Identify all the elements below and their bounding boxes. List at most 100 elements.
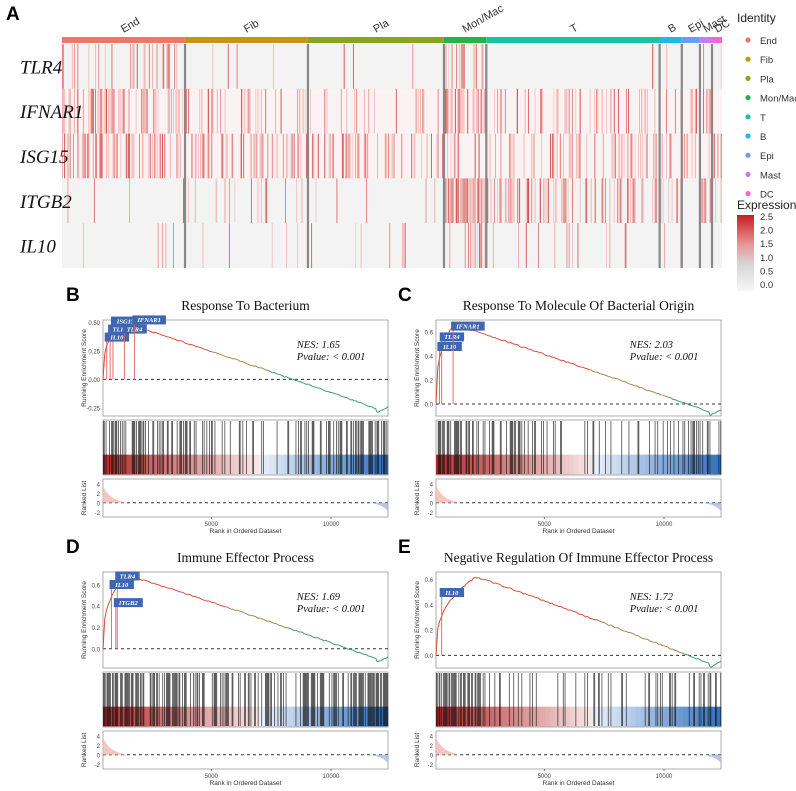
rank-heat-segment bbox=[588, 455, 593, 475]
heatmap-cell-line bbox=[474, 44, 475, 89]
es-tick-label: 0.2 bbox=[425, 629, 434, 635]
cluster-label: Mon/Mac bbox=[461, 2, 507, 35]
barcode-hit bbox=[126, 673, 127, 726]
heatmap-cell-line bbox=[627, 134, 628, 179]
rank-heat-segment bbox=[488, 455, 493, 475]
barcode-hit bbox=[353, 421, 354, 474]
heatmap-cell-line bbox=[445, 89, 446, 134]
heatmap-cell-line bbox=[640, 134, 641, 179]
rank-heat-segment bbox=[617, 707, 622, 727]
heatmap-cell-line bbox=[501, 178, 502, 223]
heatmap-cell-line bbox=[541, 89, 542, 134]
pvalue-text: Pvalue: < 0.001 bbox=[296, 604, 366, 615]
heatmap-cell-line bbox=[389, 223, 390, 268]
heatmap-cell-line bbox=[483, 89, 484, 134]
barcode-hit bbox=[351, 673, 352, 726]
es-curve-segment bbox=[219, 354, 221, 355]
barcode-hit bbox=[626, 673, 627, 726]
rank-heat-segment bbox=[260, 455, 265, 475]
barcode-hit bbox=[441, 421, 442, 474]
barcode-hit bbox=[358, 421, 359, 474]
barcode-hit bbox=[153, 673, 154, 726]
rank-heat-segment bbox=[602, 455, 607, 475]
barcode-hit bbox=[108, 673, 109, 726]
es-curve-segment bbox=[158, 585, 160, 586]
barcode-hit bbox=[361, 421, 362, 474]
barcode-hit bbox=[298, 421, 299, 474]
heatmap-cell-line bbox=[611, 89, 612, 134]
heatmap-cell-line bbox=[163, 44, 164, 89]
rank-heat-segment bbox=[636, 707, 641, 727]
rank-heat-segment bbox=[484, 707, 489, 727]
heatmap-cell-line bbox=[518, 178, 519, 223]
barcode-hit bbox=[180, 673, 181, 726]
es-curve-segment bbox=[609, 625, 611, 626]
barcode-hit bbox=[598, 673, 599, 726]
barcode-hit bbox=[124, 421, 125, 474]
barcode-hit bbox=[189, 421, 190, 474]
heatmap-cell-line bbox=[446, 178, 447, 223]
heatmap-cell-line bbox=[171, 89, 172, 134]
heatmap-cell-line bbox=[580, 134, 581, 179]
es-curve-segment bbox=[278, 374, 280, 375]
es-curve-segment bbox=[235, 359, 237, 360]
heatmap-cell-line bbox=[394, 134, 395, 179]
heatmap-cell-line bbox=[653, 134, 654, 179]
heatmap-cell-line bbox=[475, 223, 476, 268]
heatmap-cell-line bbox=[126, 134, 127, 179]
es-curve-segment bbox=[577, 366, 579, 367]
heatmap-cell-line bbox=[619, 178, 620, 223]
barcode-hit bbox=[455, 421, 456, 474]
heatmap-cell-line bbox=[461, 44, 462, 89]
barcode-hit bbox=[180, 421, 181, 474]
rank-heat-segment bbox=[241, 707, 246, 727]
heatmap-cell-line bbox=[472, 89, 473, 134]
barcode-hit bbox=[608, 673, 609, 726]
es-curve-segment bbox=[675, 400, 677, 401]
rank-heat-segment bbox=[569, 455, 574, 475]
gene-label: ISG15 bbox=[116, 318, 135, 325]
barcode-hit bbox=[720, 673, 721, 726]
heatmap-cell-line bbox=[343, 44, 344, 89]
barcode-hit bbox=[303, 673, 304, 726]
rank-heat-segment bbox=[564, 455, 569, 475]
barcode-hit bbox=[492, 421, 493, 474]
heatmap-cell-line bbox=[613, 134, 614, 179]
barcode-hit bbox=[267, 673, 268, 726]
heatmap-cell-line bbox=[463, 178, 464, 223]
ranked-axis-label: Ranked List bbox=[414, 481, 421, 516]
heatmap-cell-line bbox=[614, 178, 615, 223]
rank-heat-segment bbox=[522, 455, 527, 475]
heatmap-cell-line bbox=[168, 89, 169, 134]
barcode-hit bbox=[104, 673, 105, 726]
es-curve-segment bbox=[279, 374, 281, 375]
heatmap-cell-line bbox=[652, 44, 653, 89]
heatmap-cell-line bbox=[327, 89, 328, 134]
es-curve-segment bbox=[634, 385, 636, 386]
heatmap-cell-line bbox=[563, 178, 564, 223]
es-plot-frame bbox=[103, 572, 388, 668]
barcode-hit bbox=[162, 673, 163, 726]
barcode-hit bbox=[656, 673, 657, 726]
heatmap-cell-line bbox=[535, 178, 536, 223]
barcode-hit bbox=[558, 673, 559, 726]
heatmap-cell-line bbox=[528, 178, 529, 223]
heatmap-cell-line bbox=[297, 134, 298, 179]
barcode-hit bbox=[509, 673, 510, 726]
barcode-hit bbox=[136, 421, 137, 474]
barcode-hit bbox=[333, 421, 334, 474]
barcode-hit bbox=[532, 421, 533, 474]
heatmap-cell-line bbox=[468, 223, 469, 268]
legend-label: B bbox=[760, 132, 766, 143]
heatmap-cell-line bbox=[169, 89, 170, 134]
heatmap-cell-line bbox=[343, 134, 344, 179]
heatmap-cell-line bbox=[129, 89, 130, 134]
heatmap-cell-line bbox=[614, 134, 615, 179]
heatmap-cell-line bbox=[158, 89, 159, 134]
heatmap-cell-line bbox=[525, 89, 526, 134]
es-curve-segment bbox=[700, 408, 702, 409]
barcode-hit bbox=[461, 673, 462, 726]
barcode-hit bbox=[451, 673, 452, 726]
heatmap-cell-line bbox=[563, 134, 564, 179]
barcode-hit bbox=[168, 421, 169, 474]
